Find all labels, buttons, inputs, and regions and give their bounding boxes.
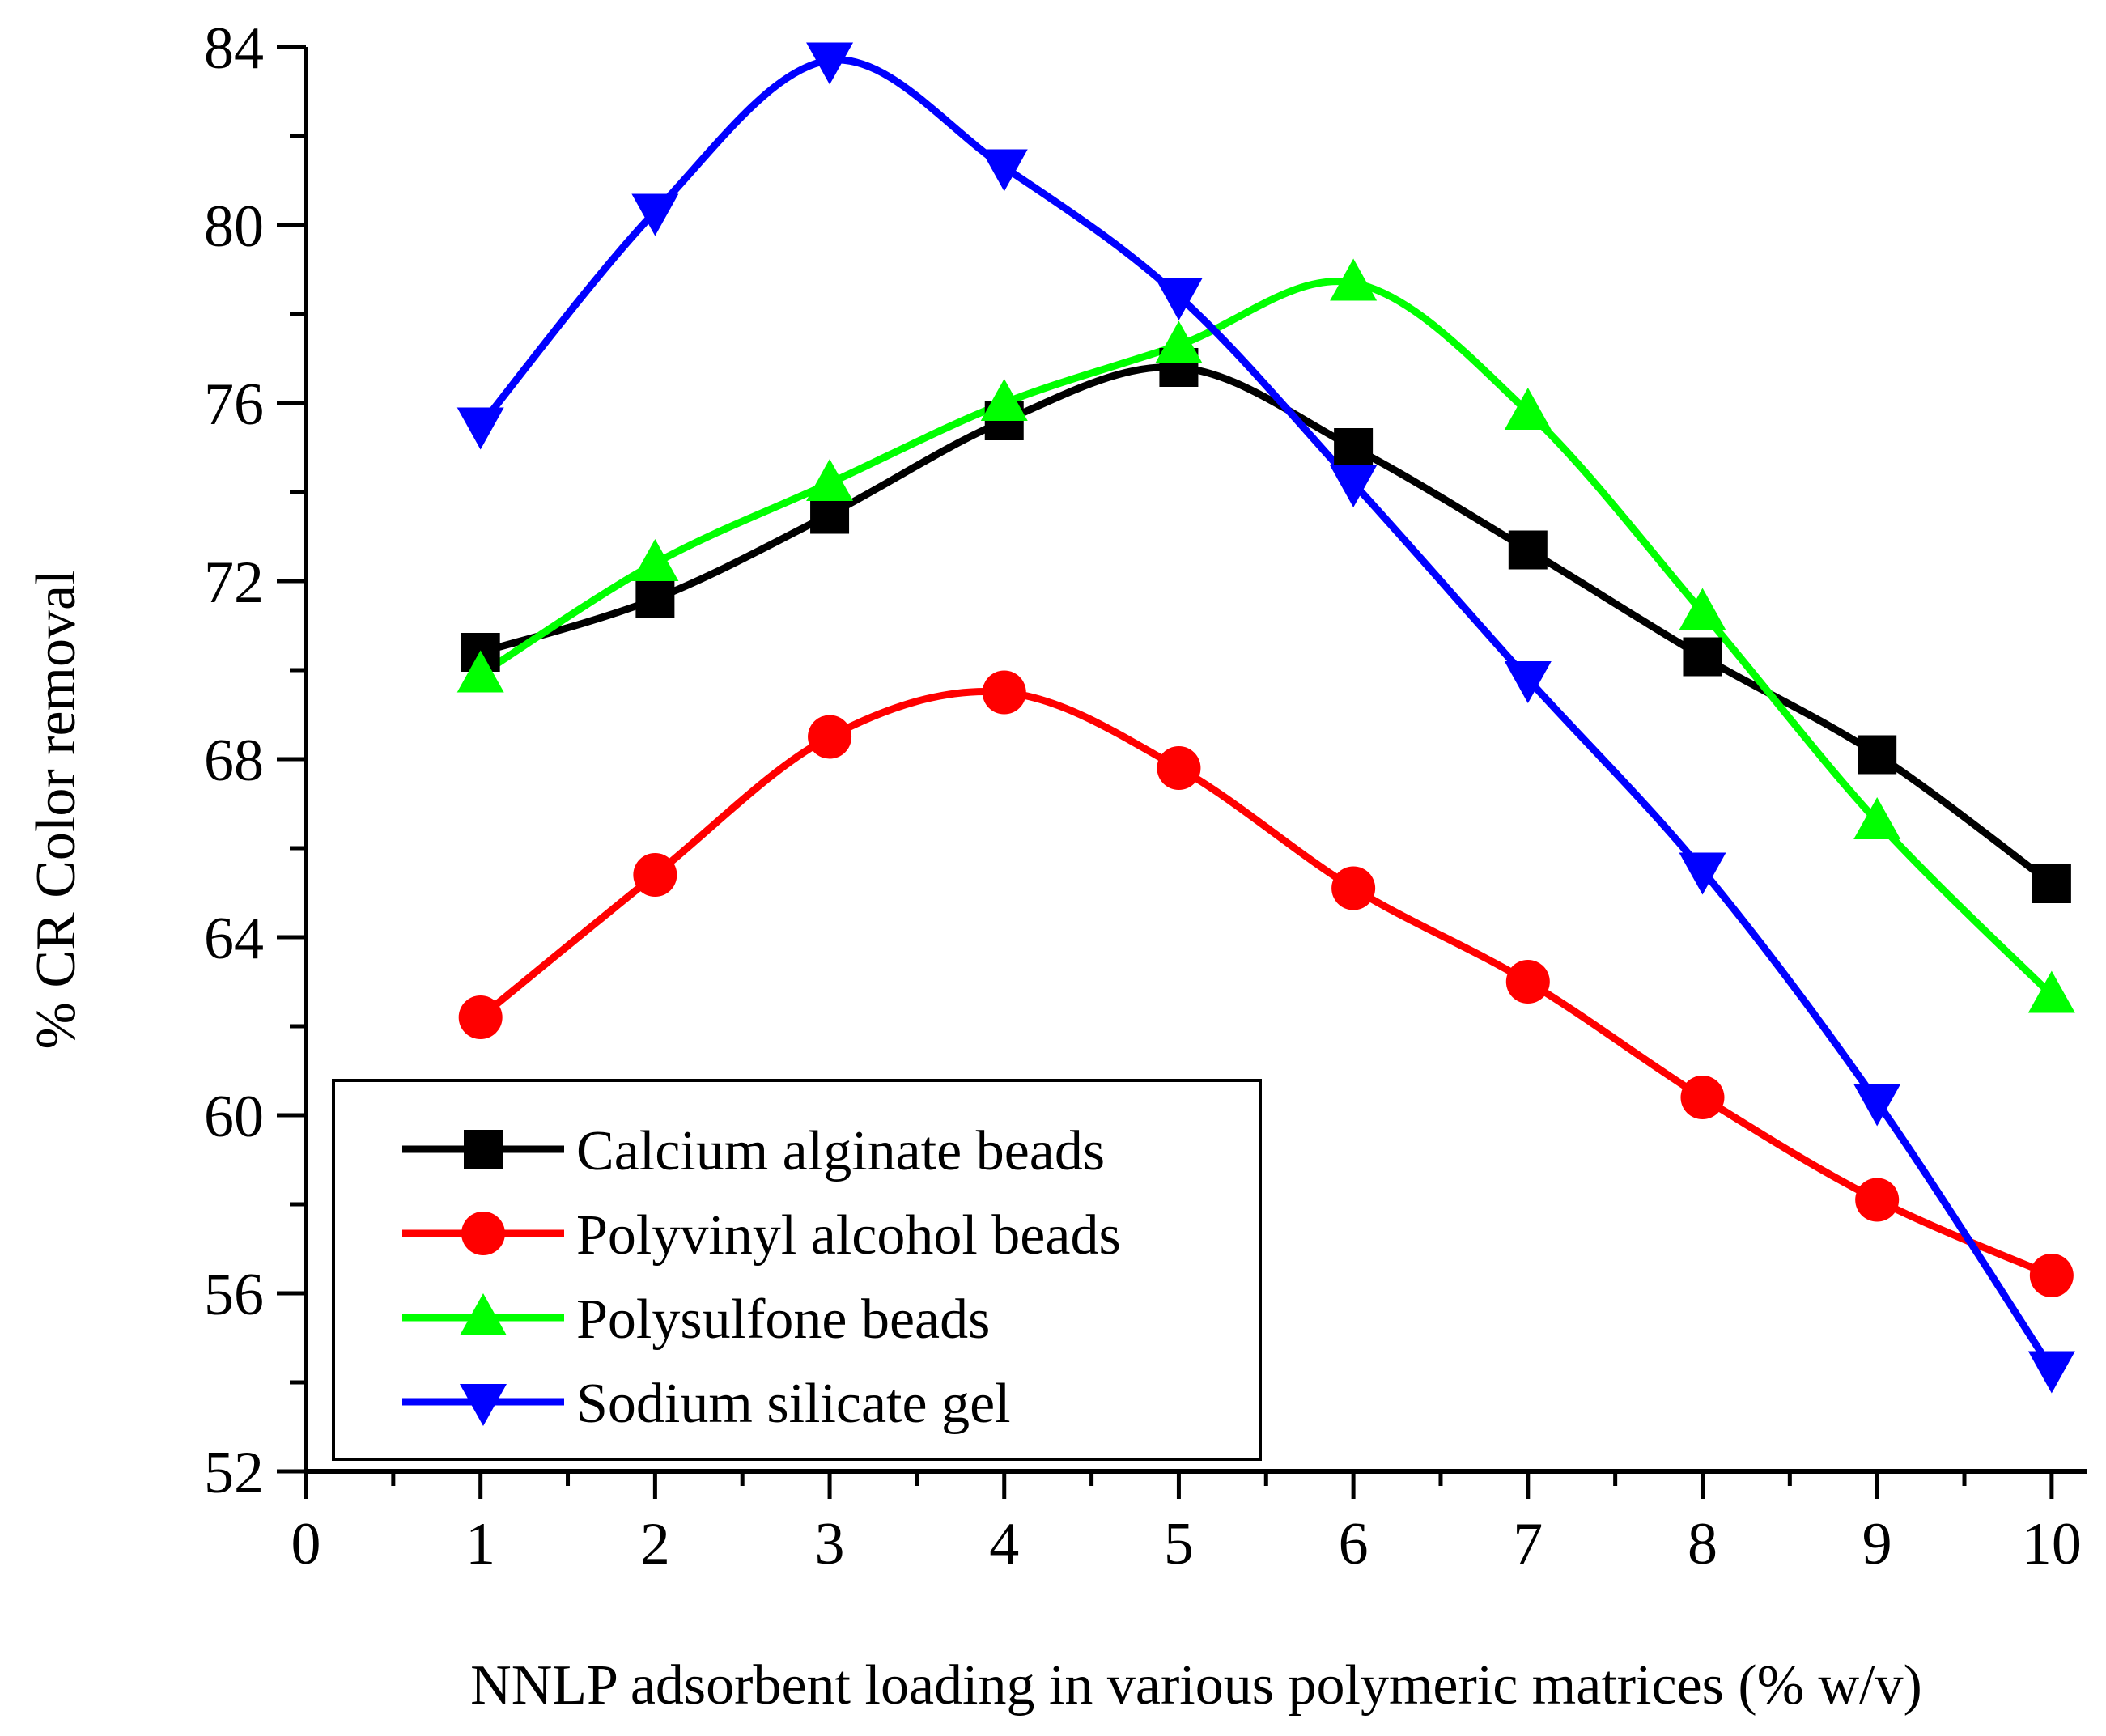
data-point-3 xyxy=(1504,661,1552,703)
data-point-1 xyxy=(633,853,677,897)
data-point-3 xyxy=(2027,1351,2075,1394)
data-point-2 xyxy=(631,539,679,581)
x-tick-label: 5 xyxy=(1164,1511,1194,1577)
x-tick-label: 8 xyxy=(1688,1511,1717,1577)
data-point-1 xyxy=(1855,1178,1900,1222)
data-point-3 xyxy=(1679,852,1726,895)
data-point-3 xyxy=(1155,278,1203,320)
data-point-0 xyxy=(810,494,850,534)
legend-swatch-marker xyxy=(464,1130,503,1169)
y-tick-label: 68 xyxy=(204,728,264,794)
y-tick-label: 72 xyxy=(204,550,264,616)
data-point-1 xyxy=(1157,746,1201,790)
legend-label: Polysulfone beads xyxy=(576,1288,990,1351)
series-line-1 xyxy=(477,687,2056,1280)
data-point-3 xyxy=(456,407,504,450)
data-point-1 xyxy=(982,670,1026,715)
series-markers xyxy=(456,42,2075,1394)
data-point-0 xyxy=(1858,735,1897,775)
series-line-2 xyxy=(477,278,2056,999)
y-tick-label: 56 xyxy=(204,1262,264,1328)
data-point-0 xyxy=(1508,530,1548,570)
data-point-0 xyxy=(635,579,675,618)
data-point-3 xyxy=(631,193,679,236)
legend: Calcium alginate beads Polyvinyl alcohol … xyxy=(332,1079,1262,1461)
data-point-1 xyxy=(1680,1076,1725,1119)
data-point-2 xyxy=(1504,388,1552,430)
x-tick-label: 4 xyxy=(989,1511,1019,1577)
x-tick-label: 0 xyxy=(291,1511,321,1577)
x-tick-label: 1 xyxy=(465,1511,495,1577)
y-axis-title: % CR Color removal xyxy=(25,570,87,1050)
data-point-3 xyxy=(1330,465,1378,507)
data-point-2 xyxy=(456,650,504,693)
x-axis-title: NNLP adsorbent loading in various polyme… xyxy=(470,1654,1922,1717)
x-tick-label: 7 xyxy=(1513,1511,1543,1577)
legend-swatch-marker xyxy=(460,1384,507,1426)
data-point-1 xyxy=(1505,960,1550,1004)
data-point-1 xyxy=(1331,866,1376,910)
legend-swatch-marker xyxy=(461,1212,505,1255)
data-point-2 xyxy=(1155,320,1203,363)
legend-label: Calcium alginate beads xyxy=(576,1120,1105,1182)
y-tick-label: 60 xyxy=(204,1084,264,1150)
series-line-0 xyxy=(477,363,2056,888)
y-tick-label: 76 xyxy=(204,371,264,438)
data-point-1 xyxy=(2029,1254,2074,1297)
y-tick-label: 80 xyxy=(204,193,264,260)
data-point-2 xyxy=(1679,588,1726,630)
data-point-0 xyxy=(1334,428,1374,467)
x-tick-label: 10 xyxy=(2022,1511,2082,1577)
series-line-3 xyxy=(477,56,2056,1373)
data-point-1 xyxy=(458,995,503,1039)
legend-swatch-marker xyxy=(460,1293,507,1335)
data-point-2 xyxy=(980,379,1028,421)
legend-label: Sodium silicate gel xyxy=(576,1373,1011,1435)
data-point-0 xyxy=(1683,637,1722,677)
data-point-3 xyxy=(1853,1084,1901,1127)
x-tick-label: 3 xyxy=(815,1511,845,1577)
x-tick-label: 6 xyxy=(1339,1511,1369,1577)
data-point-1 xyxy=(808,715,852,759)
data-point-2 xyxy=(1330,258,1378,301)
legend-label: Polyvinyl alcohol beads xyxy=(576,1204,1121,1267)
data-point-3 xyxy=(806,42,854,85)
y-tick-label: 64 xyxy=(204,906,264,972)
data-point-3 xyxy=(980,149,1028,192)
series-lines xyxy=(477,56,2056,1373)
x-tick-label: 2 xyxy=(640,1511,670,1577)
data-point-2 xyxy=(2027,970,2075,1013)
y-tick-label: 52 xyxy=(204,1440,264,1506)
y-tick-label: 84 xyxy=(204,15,264,82)
data-point-0 xyxy=(2032,864,2071,903)
data-point-2 xyxy=(806,459,854,501)
data-point-2 xyxy=(1853,797,1901,839)
x-tick-label: 9 xyxy=(1862,1511,1892,1577)
